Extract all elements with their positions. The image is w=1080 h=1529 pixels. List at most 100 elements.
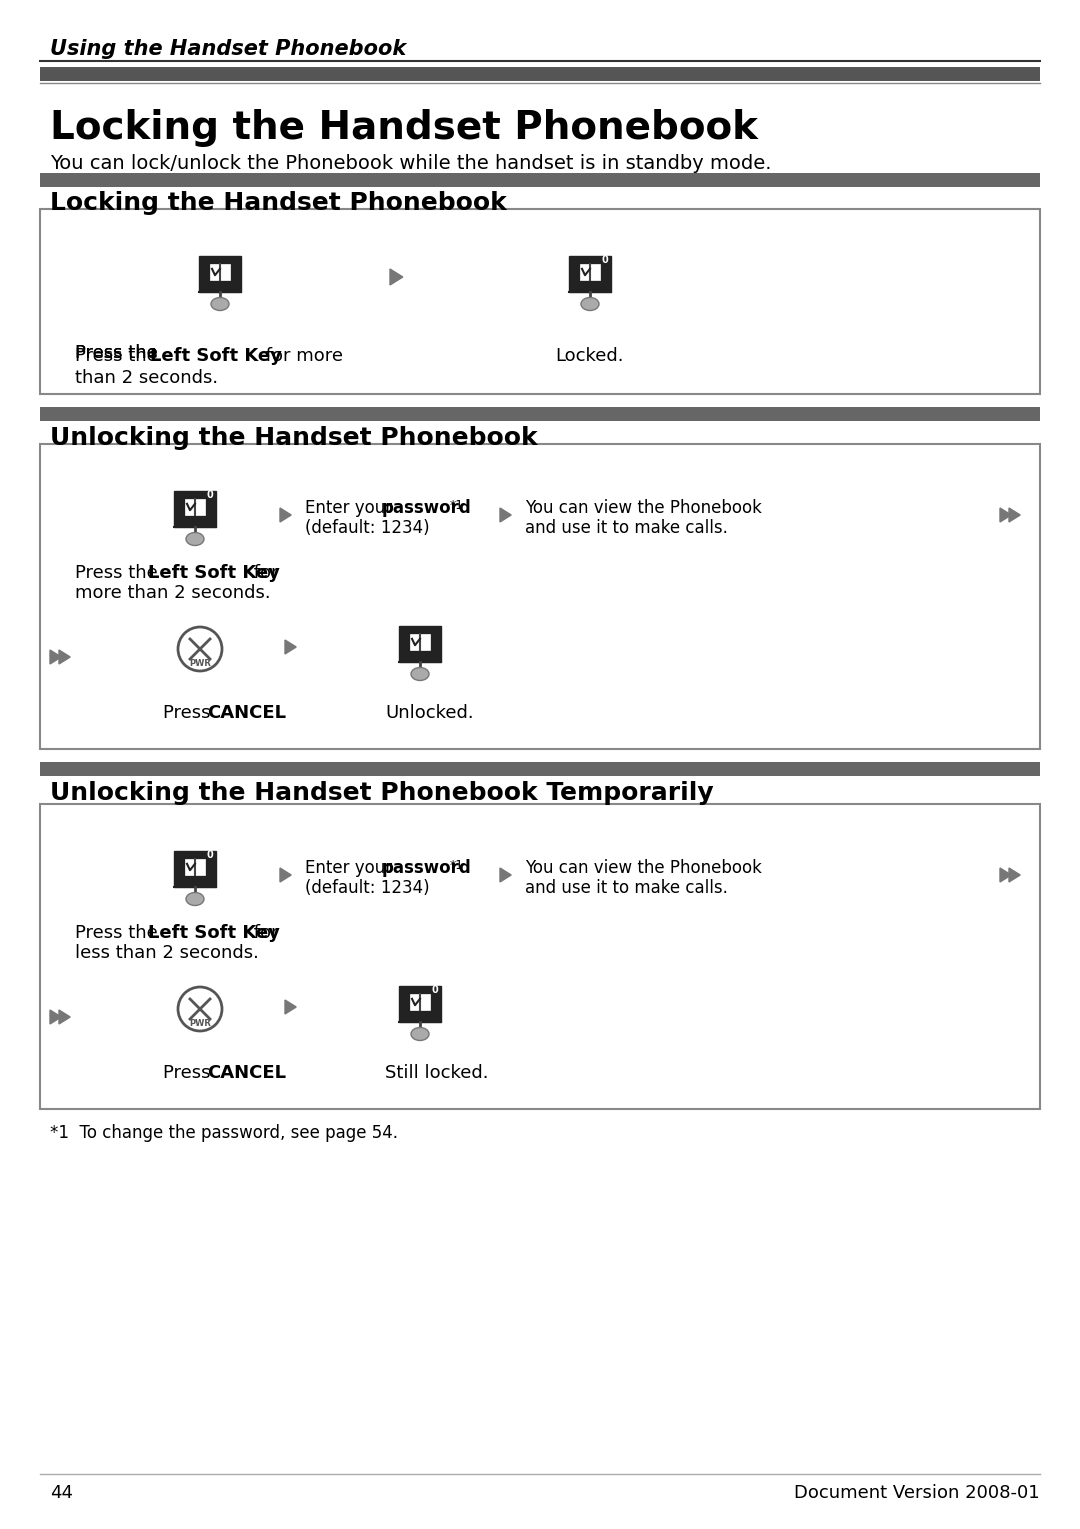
Polygon shape (390, 269, 403, 284)
Bar (590, 265, 600, 280)
Text: PWR: PWR (189, 659, 211, 668)
Text: PWR: PWR (189, 1018, 211, 1027)
Text: Document Version 2008-01: Document Version 2008-01 (795, 1485, 1040, 1501)
Bar (40, 804, 1040, 1109)
Text: 0: 0 (206, 489, 214, 500)
Text: Enter your: Enter your (305, 498, 397, 517)
Text: Press: Press (163, 703, 216, 722)
Text: .: . (464, 859, 469, 878)
Polygon shape (285, 641, 296, 654)
Circle shape (178, 627, 222, 671)
Polygon shape (280, 508, 292, 521)
Text: 0: 0 (432, 985, 438, 995)
Text: Left Soft Key: Left Soft Key (150, 347, 282, 365)
Polygon shape (500, 508, 511, 521)
Ellipse shape (411, 1027, 429, 1041)
Text: Using the Handset Phonebook: Using the Handset Phonebook (50, 40, 406, 60)
Text: Locking the Handset Phonebook: Locking the Handset Phonebook (50, 109, 758, 147)
Bar (410, 635, 420, 650)
Polygon shape (1009, 508, 1021, 521)
Polygon shape (280, 868, 292, 882)
Polygon shape (1000, 508, 1011, 521)
Polygon shape (59, 1011, 70, 1024)
Text: password: password (382, 859, 472, 878)
Bar (199, 255, 241, 292)
Polygon shape (500, 868, 511, 882)
Text: for more: for more (260, 347, 343, 365)
Text: Press: Press (163, 1064, 216, 1083)
Bar (40, 407, 1040, 420)
Text: for: for (248, 564, 279, 583)
Text: Press the: Press the (75, 344, 163, 362)
Polygon shape (50, 650, 62, 664)
Text: for: for (248, 924, 279, 942)
Polygon shape (1009, 868, 1021, 882)
Polygon shape (50, 1011, 62, 1024)
Bar (569, 255, 611, 292)
Bar (580, 265, 590, 280)
Text: 0: 0 (602, 255, 608, 265)
Text: *1: *1 (450, 859, 464, 872)
Text: Locking the Handset Phonebook: Locking the Handset Phonebook (50, 191, 507, 216)
Polygon shape (285, 1000, 296, 1014)
Text: less than 2 seconds.: less than 2 seconds. (75, 943, 259, 962)
Text: Enter your: Enter your (305, 859, 397, 878)
Text: Unlocking the Handset Phonebook: Unlocking the Handset Phonebook (50, 427, 538, 450)
Text: than 2 seconds.: than 2 seconds. (75, 368, 218, 387)
Text: You can view the Phonebook: You can view the Phonebook (525, 859, 761, 878)
Bar (210, 265, 220, 280)
Text: (default: 1234): (default: 1234) (305, 518, 430, 537)
Bar (185, 859, 195, 875)
Bar (420, 994, 430, 1011)
Text: .: . (267, 1064, 273, 1083)
Text: .: . (464, 498, 469, 517)
Text: Unlocking the Handset Phonebook Temporarily: Unlocking the Handset Phonebook Temporar… (50, 781, 714, 804)
Text: more than 2 seconds.: more than 2 seconds. (75, 584, 271, 602)
Bar (185, 498, 195, 515)
Ellipse shape (411, 668, 429, 680)
Text: and use it to make calls.: and use it to make calls. (525, 518, 728, 537)
Text: You can lock/unlock the Phonebook while the handset is in standby mode.: You can lock/unlock the Phonebook while … (50, 154, 771, 173)
Bar (410, 994, 420, 1011)
Circle shape (178, 988, 222, 1031)
Bar (40, 761, 1040, 777)
Text: Left Soft Key: Left Soft Key (148, 924, 280, 942)
Text: (default: 1234): (default: 1234) (305, 879, 430, 898)
Text: CANCEL: CANCEL (207, 703, 286, 722)
Ellipse shape (211, 298, 229, 310)
Bar (174, 491, 216, 528)
Bar (195, 859, 205, 875)
Text: .: . (267, 703, 273, 722)
Text: 44: 44 (50, 1485, 73, 1501)
Text: Left Soft Key: Left Soft Key (148, 564, 280, 583)
Text: 0: 0 (206, 850, 214, 859)
Ellipse shape (186, 893, 204, 905)
Ellipse shape (581, 298, 599, 310)
Polygon shape (1000, 868, 1011, 882)
Bar (174, 852, 216, 887)
Polygon shape (59, 650, 70, 664)
Bar (399, 986, 441, 1021)
Text: *1: *1 (450, 498, 464, 512)
Text: Locked.: Locked. (555, 347, 623, 365)
Bar (40, 209, 1040, 394)
Text: Press the: Press the (75, 344, 163, 362)
Text: You can view the Phonebook: You can view the Phonebook (525, 498, 761, 517)
Ellipse shape (186, 532, 204, 546)
Text: Press the: Press the (75, 924, 163, 942)
Bar (40, 173, 1040, 187)
Text: Unlocked.: Unlocked. (384, 703, 474, 722)
Bar (40, 443, 1040, 749)
Text: Press the: Press the (75, 564, 163, 583)
Text: *1  To change the password, see page 54.: *1 To change the password, see page 54. (50, 1124, 399, 1142)
Bar (195, 498, 205, 515)
Text: password: password (382, 498, 472, 517)
Text: CANCEL: CANCEL (207, 1064, 286, 1083)
Bar (40, 67, 1040, 81)
Bar (420, 635, 430, 650)
Text: Press the: Press the (75, 347, 163, 365)
Text: Still locked.: Still locked. (384, 1064, 488, 1083)
Bar (399, 625, 441, 662)
Bar (220, 265, 230, 280)
Text: and use it to make calls.: and use it to make calls. (525, 879, 728, 898)
